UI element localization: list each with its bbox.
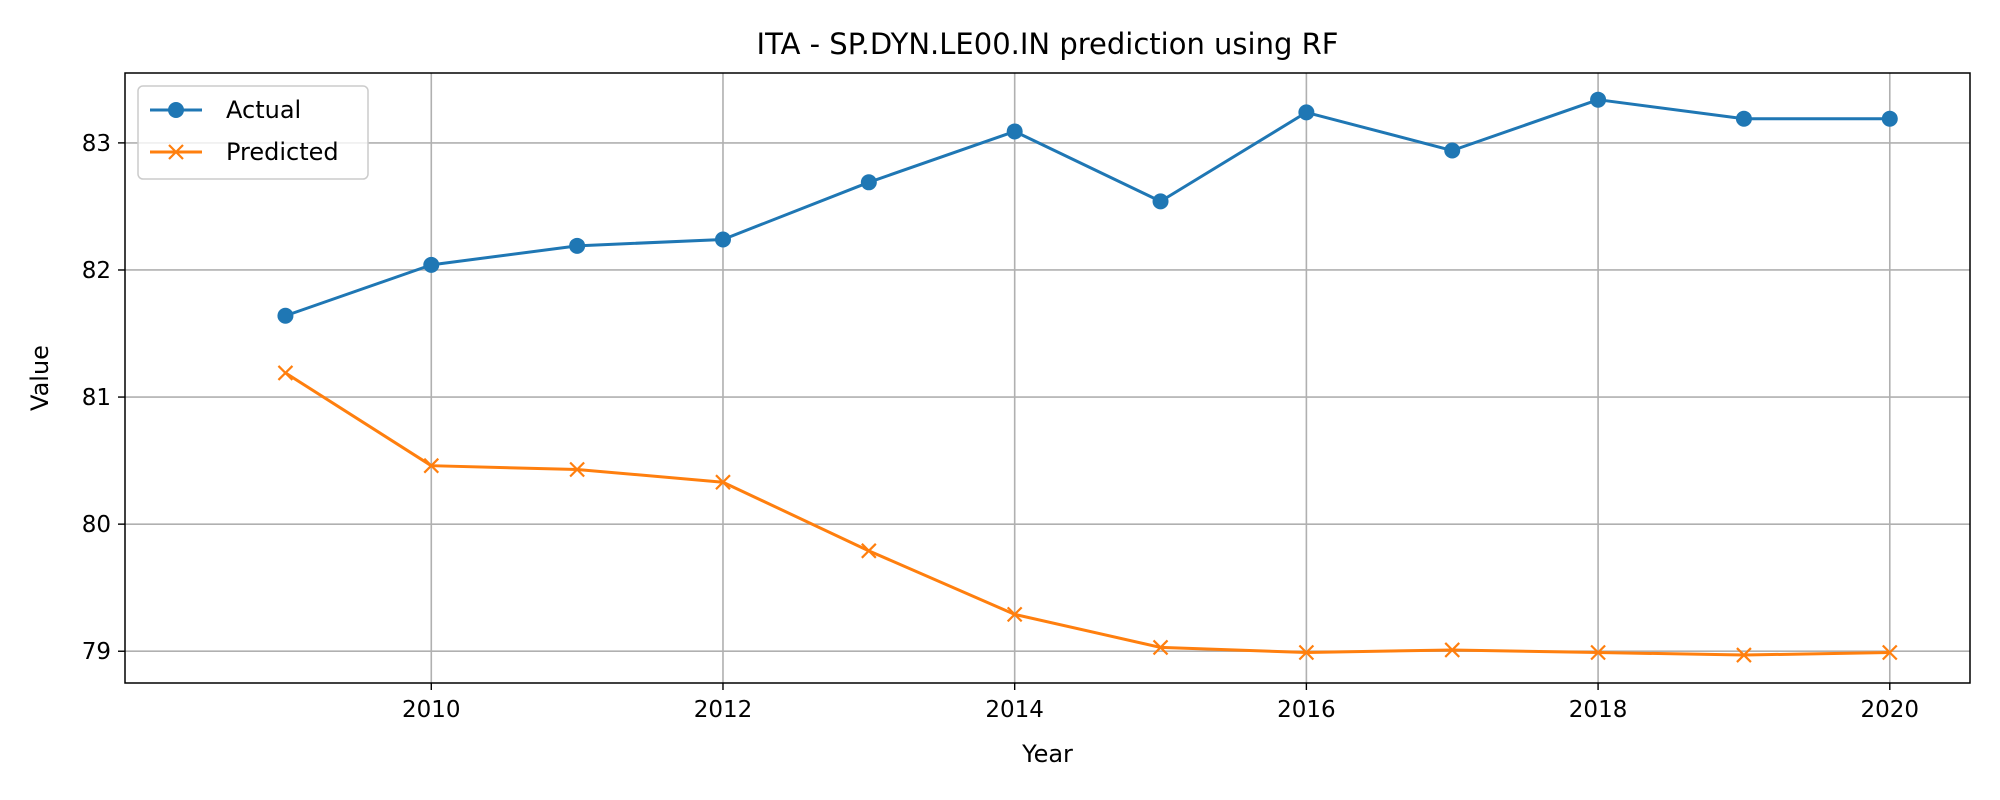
data-point-actual — [1881, 110, 1898, 127]
x-marker-stroke — [1152, 639, 1169, 656]
data-point-predicted — [277, 365, 294, 381]
x-tick-label: 2010 — [402, 697, 461, 723]
data-point-predicted — [1882, 644, 1898, 661]
data-point-actual — [860, 174, 877, 191]
plot-frame — [124, 72, 1971, 684]
x-tick-label: 2012 — [694, 697, 753, 723]
data-point-actual — [1735, 110, 1752, 127]
x-marker-stroke — [1006, 606, 1023, 623]
x-tick-label: 2018 — [1569, 697, 1628, 723]
y-tick-label: 79 — [82, 639, 111, 665]
grid-lines — [125, 73, 1970, 683]
data-point-actual — [1444, 142, 1461, 159]
data-point-actual — [1152, 193, 1169, 210]
legend-marker-actual — [168, 102, 184, 118]
y-tick-label: 81 — [82, 385, 111, 411]
x-marker-stroke — [1736, 647, 1752, 663]
x-marker-stroke — [715, 474, 731, 490]
data-point-actual — [1590, 91, 1607, 108]
x-marker-stroke — [861, 543, 877, 559]
data-point-actual — [1006, 123, 1023, 140]
axis-ticks: 2010 2012 2014 2016 2018 2020 79 80 81 82 83 — [82, 131, 1919, 723]
data-point-predicted — [715, 474, 731, 490]
legend-label-actual: Actual — [226, 96, 301, 124]
data-point-actual — [423, 256, 440, 273]
series-group — [277, 91, 1898, 663]
data-point-predicted — [861, 543, 877, 559]
x-marker-stroke — [1882, 644, 1898, 661]
data-point-predicted — [1736, 647, 1752, 663]
series-line-predicted — [284, 371, 1890, 657]
data-point-predicted — [423, 457, 440, 474]
x-tick-label: 2016 — [1277, 697, 1336, 723]
data-point-predicted — [569, 461, 585, 478]
legend-marker-predicted — [168, 144, 184, 160]
legend-label-predicted: Predicted — [226, 138, 339, 166]
y-tick-label: 83 — [82, 131, 111, 157]
data-point-predicted — [1444, 642, 1461, 658]
data-point-actual — [714, 231, 731, 248]
x-marker-stroke — [277, 365, 294, 381]
chart-title: ITA - SP.DYN.LE00.IN prediction using RF — [757, 27, 1339, 61]
data-point-actual — [1298, 104, 1315, 121]
x-tick-label: 2020 — [1861, 697, 1920, 723]
x-marker-stroke — [1298, 644, 1315, 661]
x-marker-stroke — [423, 457, 440, 474]
legend: Actual Predicted — [137, 85, 369, 180]
x-marker-stroke — [1444, 642, 1461, 658]
x-marker-stroke — [1590, 644, 1606, 661]
x-tick-label: 2014 — [985, 697, 1044, 723]
y-tick-label: 82 — [82, 258, 111, 284]
x-axis-label: Year — [1021, 740, 1073, 768]
data-point-predicted — [1006, 606, 1023, 623]
data-point-predicted — [1152, 639, 1169, 656]
data-point-actual — [569, 237, 586, 254]
x-marker-stroke — [569, 461, 585, 478]
y-axis-label: Value — [26, 345, 54, 411]
x-marker-stroke — [168, 144, 184, 160]
data-point-predicted — [1590, 644, 1606, 661]
data-point-actual — [277, 307, 294, 324]
series-line-actual — [284, 98, 1890, 318]
data-point-predicted — [1298, 644, 1315, 661]
y-tick-label: 80 — [82, 512, 111, 538]
